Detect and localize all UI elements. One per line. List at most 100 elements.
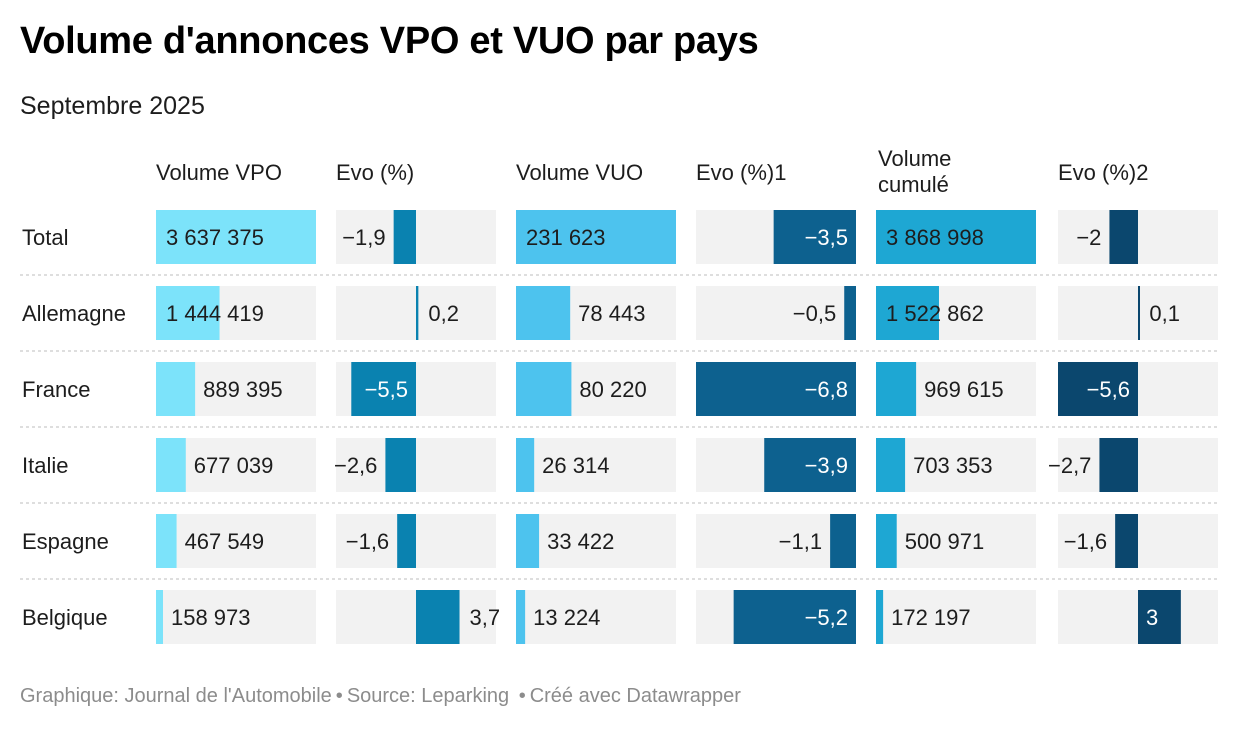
data-label: −1,1 [779,529,822,554]
data-bar [1109,210,1138,264]
data-label: 677 039 [194,453,274,478]
data-label: −2,7 [1048,453,1091,478]
data-label: 26 314 [542,453,609,478]
data-bar [844,286,856,340]
table-chart: Volume VPO Evo (%) Volume VUO Evo (%)1 Volum… [20,146,1218,644]
data-label: 969 615 [924,377,1004,402]
data-label: 889 395 [203,377,283,402]
data-label: 0,1 [1149,301,1180,326]
data-label: 33 422 [547,529,614,554]
data-bar [1138,590,1181,644]
data-bar [764,438,856,492]
chart-subtitle: Septembre 2025 [20,92,205,120]
cell-background [696,286,856,340]
data-label: 158 973 [171,605,251,630]
column-header-5: Evo (%)2 [1058,160,1148,185]
footer-source: Source: Leparking [346,685,510,707]
column-header-2: Volume VUO [516,160,643,185]
cell-background [696,514,856,568]
data-label: 3 637 375 [166,225,264,250]
data-bar [416,590,460,644]
data-label: −5,2 [805,605,848,630]
data-bar [156,438,186,492]
data-label: 1 444 419 [166,301,264,326]
cell-background [156,514,316,568]
column-header-1: Evo (%) [336,160,414,185]
column-header-3: Evo (%)1 [696,160,786,185]
data-bar [156,590,163,644]
cell-background [516,438,676,492]
data-bar [516,590,526,644]
data-bar [876,514,897,568]
data-bar [516,438,535,492]
data-bar [1099,438,1138,492]
row-label: Italie [22,453,68,478]
data-bar [516,286,571,340]
data-label: 467 549 [185,529,265,554]
data-label: −3,5 [805,225,848,250]
cell-background [156,590,316,644]
cell-background [876,590,1036,644]
row-label: Espagne [22,529,109,554]
data-bar [876,362,917,416]
data-label: −5,6 [1087,377,1130,402]
row-label: Allemagne [22,301,126,326]
data-bar [876,286,939,340]
data-bar [385,438,416,492]
data-label: −2,6 [334,453,377,478]
data-label: 500 971 [905,529,985,554]
data-bar [516,210,676,264]
data-bar [416,286,419,340]
data-bar [156,514,177,568]
data-bar [156,210,316,264]
data-label: 0,2 [428,301,459,326]
data-label: −1,9 [342,225,385,250]
data-label: 1 522 862 [886,301,984,326]
data-bar [876,438,906,492]
footer-created-with: Créé avec Datawrapper [529,685,741,707]
data-bar [696,362,856,416]
data-bar [393,210,416,264]
cell-background [516,514,676,568]
data-bar [156,286,220,340]
row-label: Total [22,225,68,250]
data-bar [773,210,856,264]
data-label: 172 197 [891,605,971,630]
data-bar [351,362,416,416]
data-label: −0,5 [793,301,836,326]
data-label: 3 868 998 [886,225,984,250]
data-bar [516,514,540,568]
data-bar [1138,286,1140,340]
data-bar [397,514,416,568]
data-bar [876,210,1036,264]
data-bar [1115,514,1138,568]
data-label: −5,5 [365,377,408,402]
data-label: 13 224 [533,605,600,630]
column-header-4: Volume [878,146,951,171]
data-label: −3,9 [805,453,848,478]
data-bar [876,590,884,644]
chart-footer: Graphique: Journal de l'Automobile • Sourc… [20,685,741,707]
data-label: 231 623 [526,225,606,250]
row-label: Belgique [22,605,108,630]
data-label: 80 220 [579,377,646,402]
data-label: 3 [1146,605,1158,630]
chart-title: Volume d'annonces VPO et VUO par pays [20,20,759,62]
cell-background [516,590,676,644]
cell-background [876,514,1036,568]
data-bar [733,590,856,644]
data-bar [830,514,856,568]
data-label: −1,6 [346,529,389,554]
data-label: 703 353 [913,453,993,478]
data-bar [516,362,572,416]
data-label: −1,6 [1064,529,1107,554]
data-label: 3,7 [470,605,501,630]
row-label: France [22,377,90,402]
data-label: 78 443 [578,301,645,326]
data-label: −2 [1076,225,1101,250]
data-bar [156,362,196,416]
data-label: −6,8 [805,377,848,402]
column-header-0: Volume VPO [156,160,282,185]
column-header-4-line2: cumulé [878,172,949,197]
footer-graphic-credit: Graphique: Journal de l'Automobile [20,685,332,707]
